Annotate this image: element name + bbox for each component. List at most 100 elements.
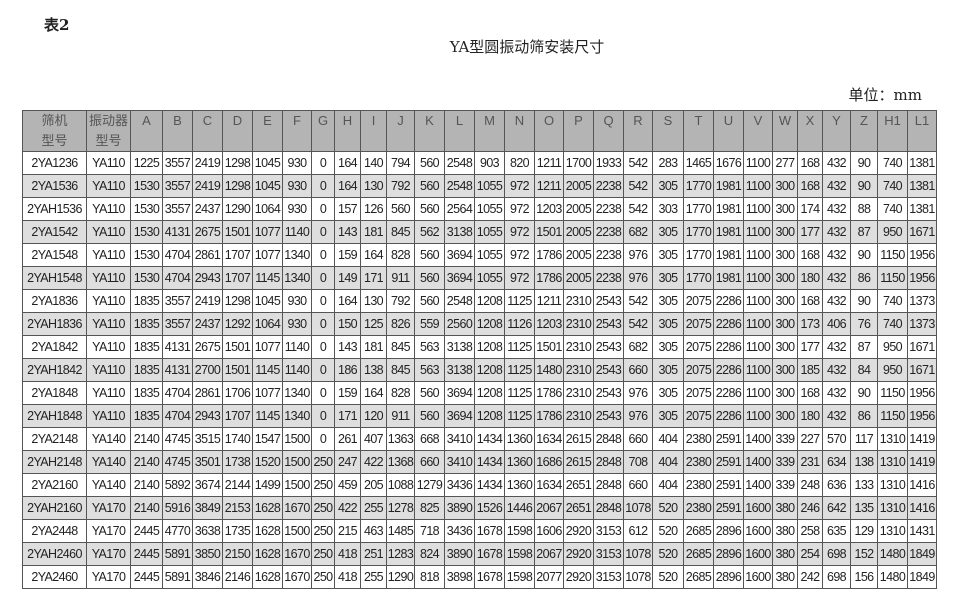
dimension-cell: 300 — [772, 174, 798, 198]
dimension-cell: 1208 — [474, 404, 505, 428]
dimension-cell: 1670 — [282, 565, 312, 589]
column-header: Y — [822, 110, 851, 152]
dimension-cell: 1707 — [222, 404, 253, 428]
dimension-cell: 1150 — [877, 404, 908, 428]
dimension-cell: 2543 — [593, 358, 624, 382]
dimension-cell: 1211 — [534, 174, 564, 198]
dimension-cell: 542 — [623, 312, 653, 336]
dimension-cell: 828 — [386, 381, 415, 405]
dimension-cell: 520 — [652, 542, 684, 566]
dimension-cell: 520 — [652, 519, 684, 543]
dimension-cell: 1499 — [252, 473, 283, 497]
table-row: 2YAH1536 YA110 1530 3557 2437 1290 1064 930 0 157… — [22, 197, 937, 221]
dimension-cell: 642 — [822, 496, 851, 520]
table-header-row: 筛机 型号 振动器 型号 A B C D E F G H I J K L M N O P Q R S T U V W X Y Z H1 L1 — [22, 110, 937, 152]
vibrator-model-cell: YA110 — [86, 358, 131, 382]
column-header: 振动器 型号 — [86, 110, 131, 152]
column-header: F — [282, 110, 312, 152]
dimension-cell: 86 — [850, 266, 878, 290]
dimension-cell: 976 — [623, 404, 653, 428]
dimension-cell: 972 — [504, 197, 535, 221]
dimension-cell: 0 — [311, 174, 335, 198]
dimension-cell: 2153 — [222, 496, 253, 520]
dimension-cell: 1678 — [474, 519, 505, 543]
dimension-cell: 255 — [360, 496, 387, 520]
unit-label: 单位：mm — [848, 86, 922, 104]
dimension-cell: 1203 — [534, 312, 564, 336]
dimension-cell: 339 — [772, 450, 798, 474]
dimension-cell: 1203 — [534, 197, 564, 221]
dimension-cell: 2075 — [683, 358, 714, 382]
dimension-cell: 1055 — [474, 243, 505, 267]
dimension-cell: 1078 — [623, 496, 653, 520]
dimension-cell: 1598 — [504, 519, 535, 543]
column-header: Q — [593, 110, 624, 152]
dimension-cell: 2543 — [593, 289, 624, 313]
dimension-cell: 133 — [850, 473, 878, 497]
screen-model-cell: 2YA1536 — [22, 174, 87, 198]
dimension-cell: 2380 — [683, 450, 714, 474]
dimension-cell: 305 — [652, 289, 684, 313]
dimension-cell: 2238 — [593, 197, 624, 221]
dimension-cell: 930 — [282, 289, 312, 313]
dimension-cell: 5892 — [162, 473, 193, 497]
dimension-cell: 2675 — [192, 220, 223, 244]
dimension-cell: 138 — [850, 450, 878, 474]
column-header: Z — [850, 110, 878, 152]
dimension-cell: 1598 — [504, 542, 535, 566]
dimension-cell: 177 — [797, 220, 823, 244]
dimension-cell: 3846 — [192, 565, 223, 589]
dimension-cell: 2920 — [563, 565, 594, 589]
dimension-cell: 168 — [797, 381, 823, 405]
dimension-cell: 1849 — [907, 565, 937, 589]
dimension-cell: 0 — [311, 266, 335, 290]
dimension-cell: 2437 — [192, 197, 223, 221]
dimension-cell: 1416 — [907, 496, 937, 520]
dimension-cell: 181 — [360, 220, 387, 244]
dimension-cell: 1045 — [252, 289, 283, 313]
dimension-cell: 1480 — [877, 542, 908, 566]
dimension-cell: 1126 — [504, 312, 535, 336]
dimension-cell: 560 — [414, 174, 445, 198]
dimension-cell: 2146 — [222, 565, 253, 589]
table-row: 2YA1836 YA110 1835 3557 2419 1298 1045 930 0 164 1… — [22, 289, 937, 313]
dimension-cell: 1786 — [534, 381, 564, 405]
dimension-cell: 173 — [797, 312, 823, 336]
dimension-cell: 708 — [623, 450, 653, 474]
dimension-cell: 3898 — [444, 565, 475, 589]
dimension-cell: 1520 — [252, 450, 283, 474]
dimension-cell: 157 — [334, 197, 361, 221]
dimension-cell: 1634 — [534, 473, 564, 497]
dimension-cell: 432 — [822, 404, 851, 428]
dimension-cell: 463 — [360, 519, 387, 543]
dimension-cell: 1045 — [252, 151, 283, 175]
dimension-cell: 2685 — [683, 519, 714, 543]
dimension-cell: 432 — [822, 243, 851, 267]
dimension-cell: 972 — [504, 243, 535, 267]
dimension-cell: 520 — [652, 565, 684, 589]
dimension-cell: 1956 — [907, 404, 937, 428]
dimension-cell: 1208 — [474, 381, 505, 405]
dimension-cell: 1500 — [282, 473, 312, 497]
vibrator-model-cell: YA170 — [86, 542, 131, 566]
table-row: 2YA1842 YA110 1835 4131 2675 1501 1077 1140 0 143… — [22, 335, 937, 359]
dimension-cell: 2437 — [192, 312, 223, 336]
dimension-cell: 3501 — [192, 450, 223, 474]
dimension-cell: 87 — [850, 335, 878, 359]
dimension-cell: 560 — [414, 151, 445, 175]
dimension-cell: 2861 — [192, 243, 223, 267]
dimension-cell: 1310 — [877, 473, 908, 497]
dimension-cell: 1738 — [222, 450, 253, 474]
dimension-cell: 255 — [360, 565, 387, 589]
dimension-cell: 1956 — [907, 381, 937, 405]
dimension-cell: 135 — [850, 496, 878, 520]
dimension-cell: 1770 — [683, 220, 714, 244]
dimension-cell: 2005 — [563, 243, 594, 267]
dimension-cell: 1530 — [130, 243, 163, 267]
dimension-cell: 2286 — [713, 289, 744, 313]
screen-model-cell: 2YAH2160 — [22, 496, 87, 520]
dimension-cell: 1530 — [130, 220, 163, 244]
dimension-cell: 3694 — [444, 404, 475, 428]
dimension-cell: 2543 — [593, 312, 624, 336]
dimension-cell: 1208 — [474, 312, 505, 336]
